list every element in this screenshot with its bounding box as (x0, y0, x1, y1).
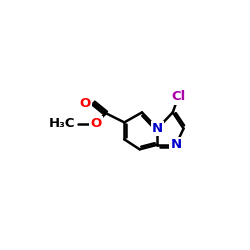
Text: N: N (170, 138, 181, 151)
Text: H₃C: H₃C (48, 118, 75, 130)
Text: O: O (79, 97, 90, 110)
Text: N: N (152, 122, 163, 135)
Text: Cl: Cl (171, 90, 185, 104)
Text: O: O (90, 118, 102, 130)
